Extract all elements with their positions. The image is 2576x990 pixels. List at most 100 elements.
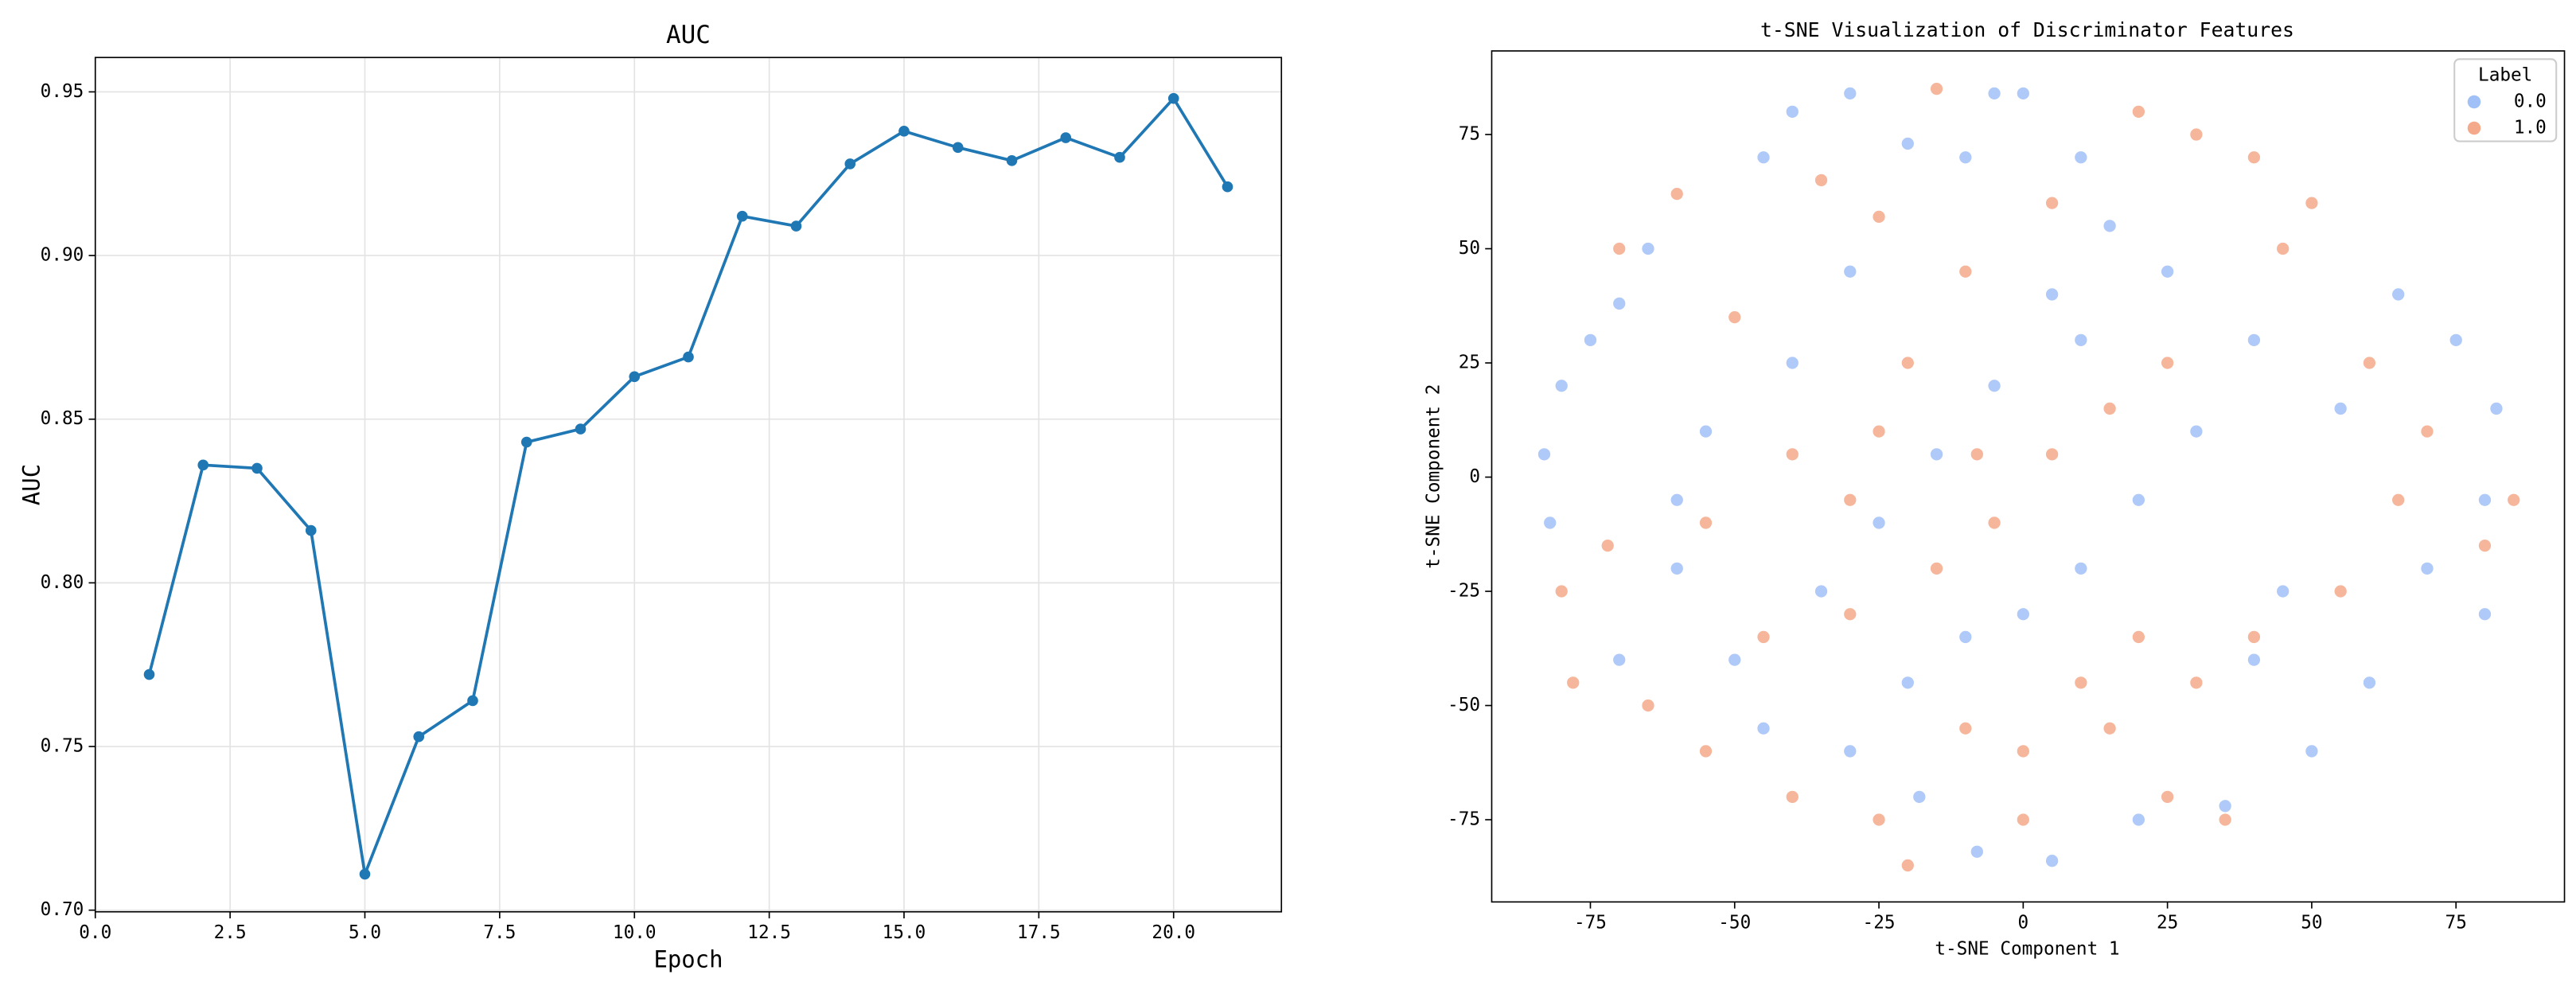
x-tick-label: 50 — [2301, 913, 2322, 933]
x-tick-label: 2.5 — [214, 922, 247, 943]
point — [952, 142, 964, 154]
point — [2160, 789, 2175, 805]
point — [1611, 241, 1627, 256]
point — [2218, 798, 2233, 813]
point — [2102, 401, 2117, 416]
point — [520, 436, 532, 448]
point — [1958, 264, 1973, 279]
point — [1970, 446, 1985, 462]
point — [2391, 493, 2406, 508]
point — [2016, 813, 2031, 827]
point — [1842, 493, 1857, 508]
point — [2073, 333, 2088, 348]
point — [2247, 333, 2262, 348]
point — [2044, 196, 2060, 211]
point — [2131, 813, 2146, 827]
point — [2362, 356, 2377, 370]
point — [2477, 538, 2492, 553]
point — [2333, 401, 2348, 416]
x-tick-label: 75 — [2445, 913, 2467, 933]
x-tick-label: 0 — [2018, 913, 2029, 933]
point — [1698, 744, 1713, 758]
point — [2506, 493, 2521, 508]
point — [1872, 209, 1886, 224]
point — [1987, 86, 2001, 101]
point — [2362, 675, 2377, 690]
point — [1698, 424, 1713, 439]
x-tick-label: 7.5 — [483, 922, 516, 943]
point — [2391, 287, 2406, 302]
point — [1842, 744, 1857, 758]
line — [147, 95, 1230, 880]
y-tick-label: 0.75 — [41, 736, 84, 757]
x-axis-label: Epoch — [654, 946, 723, 973]
point — [1698, 516, 1713, 530]
point — [251, 462, 263, 474]
point — [1929, 561, 1944, 576]
point — [2044, 446, 2060, 462]
point — [2247, 653, 2262, 668]
x-tick-label: -50 — [1718, 913, 1751, 933]
point — [1900, 356, 1915, 370]
point — [2333, 584, 2348, 598]
x-tick-label: 25 — [2157, 913, 2178, 933]
y-tick-label: 0.95 — [41, 81, 84, 102]
point — [2275, 241, 2290, 256]
point — [2247, 150, 2262, 165]
point — [1554, 378, 1569, 393]
point — [2160, 264, 2175, 279]
plot-frame — [1491, 50, 2566, 903]
point — [467, 695, 478, 707]
point — [1565, 675, 1580, 690]
point — [898, 125, 910, 137]
point — [2073, 150, 2088, 165]
point — [1727, 310, 1742, 325]
point — [2016, 86, 2031, 101]
point — [683, 351, 694, 363]
point — [1872, 813, 1886, 827]
point — [1222, 181, 1233, 193]
x-tick-label: -25 — [1863, 913, 1896, 933]
chart-title: t-SNE Visualization of Discriminator Fea… — [1760, 18, 2294, 41]
point — [2247, 629, 2262, 645]
legend-marker — [2467, 121, 2481, 135]
point — [2420, 561, 2434, 576]
plot-frame — [94, 57, 1283, 913]
point — [1670, 493, 1685, 508]
point — [1872, 516, 1886, 530]
x-tick-label: 12.5 — [747, 922, 791, 943]
point — [1006, 154, 1018, 166]
point — [2073, 561, 2088, 576]
point — [1785, 789, 1800, 805]
point — [2420, 424, 2434, 439]
legend-label: 1.0 — [2514, 118, 2547, 138]
point — [1814, 584, 1829, 598]
point — [1958, 629, 1973, 645]
y-tick-label: 75 — [1459, 124, 1480, 145]
point — [2218, 813, 2233, 827]
point — [1167, 92, 1179, 104]
point — [1537, 446, 1552, 462]
point — [359, 868, 371, 880]
point — [2477, 606, 2492, 622]
point — [1670, 561, 1685, 576]
point — [1900, 675, 1915, 690]
point — [1929, 446, 1944, 462]
y-axis-label: AUC — [18, 464, 45, 505]
y-tick-label: -50 — [1448, 695, 1480, 715]
y-tick-label: 25 — [1459, 353, 1480, 373]
point — [1842, 264, 1857, 279]
y-tick-label: -75 — [1448, 809, 1480, 830]
point — [1785, 446, 1800, 462]
point — [2016, 744, 2031, 758]
point — [1872, 424, 1886, 439]
point — [790, 220, 802, 232]
x-tick-label: 10.0 — [613, 922, 657, 943]
point — [1756, 721, 1771, 736]
point — [1611, 296, 1627, 311]
point — [1929, 81, 1944, 96]
point — [2131, 493, 2146, 508]
point — [1727, 653, 1742, 668]
point — [1641, 241, 1655, 256]
